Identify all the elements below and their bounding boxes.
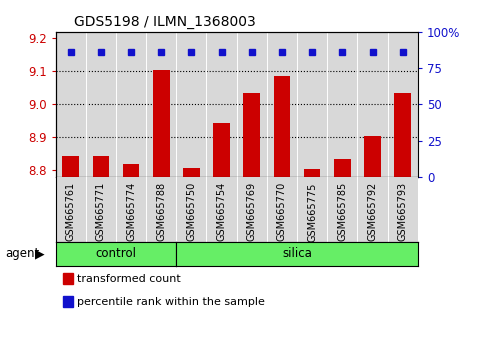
- Bar: [62, 155, 79, 177]
- Bar: [274, 76, 290, 177]
- Bar: [334, 159, 351, 177]
- Text: transformed count: transformed count: [77, 274, 181, 284]
- Text: silica: silica: [282, 247, 312, 261]
- Text: ▶: ▶: [35, 247, 44, 261]
- Bar: [123, 165, 139, 177]
- Text: control: control: [96, 247, 136, 261]
- Text: GSM665788: GSM665788: [156, 182, 166, 241]
- Text: agent: agent: [5, 247, 39, 261]
- Text: GSM665769: GSM665769: [247, 182, 257, 241]
- Bar: [395, 93, 411, 177]
- Bar: [243, 93, 260, 177]
- Bar: [93, 155, 109, 177]
- Text: percentile rank within the sample: percentile rank within the sample: [77, 297, 265, 307]
- Bar: [304, 170, 320, 177]
- Bar: [183, 168, 199, 177]
- Text: GSM665792: GSM665792: [368, 182, 378, 241]
- Text: GSM665774: GSM665774: [126, 182, 136, 241]
- Text: GSM665785: GSM665785: [337, 182, 347, 241]
- Bar: [364, 136, 381, 177]
- Text: GSM665770: GSM665770: [277, 182, 287, 241]
- Text: GSM665771: GSM665771: [96, 182, 106, 241]
- Text: GSM665793: GSM665793: [398, 182, 408, 241]
- Text: GSM665761: GSM665761: [66, 182, 76, 241]
- Bar: [213, 122, 230, 177]
- Bar: [153, 70, 170, 177]
- Text: GDS5198 / ILMN_1368003: GDS5198 / ILMN_1368003: [73, 16, 256, 29]
- Text: GSM665750: GSM665750: [186, 182, 197, 241]
- Text: GSM665775: GSM665775: [307, 182, 317, 242]
- Text: GSM665754: GSM665754: [216, 182, 227, 241]
